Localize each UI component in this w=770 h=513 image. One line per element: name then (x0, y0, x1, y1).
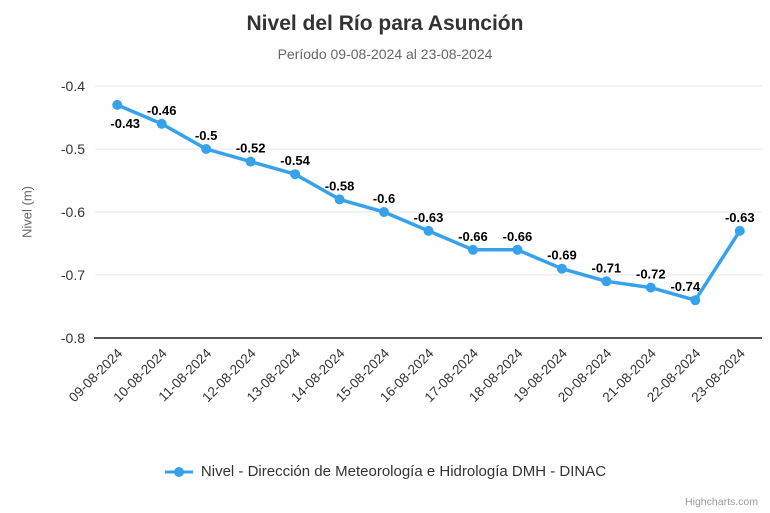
chart-title: Nivel del Río para Asunción (246, 12, 524, 35)
data-point-label: -0.72 (636, 267, 666, 282)
data-point-marker[interactable] (690, 295, 701, 306)
y-axis-tick-label: -0.6 (61, 204, 85, 220)
data-point-marker[interactable] (645, 282, 656, 293)
legend-item-nivel[interactable]: Nivel - Dirección de Meteorología e Hidr… (164, 463, 606, 480)
data-point-marker[interactable] (245, 156, 256, 167)
highcharts-credits[interactable]: Highcharts.com (685, 496, 758, 508)
data-point-marker[interactable] (423, 225, 434, 236)
data-point-label: -0.63 (414, 210, 444, 225)
y-axis-tick-label: -0.8 (61, 330, 85, 346)
data-point-label: -0.43 (110, 116, 140, 131)
data-point-label: -0.66 (503, 229, 533, 244)
data-point-marker[interactable] (201, 144, 212, 154)
data-point-label: -0.52 (236, 141, 266, 156)
y-axis-tick-label: -0.4 (61, 78, 85, 94)
data-point-marker[interactable] (112, 99, 123, 110)
chart-plot-area: -0.4-0.5-0.6-0.7-0.809-08-202410-08-2024… (61, 78, 762, 405)
data-point-marker[interactable] (379, 207, 390, 217)
data-point-label: -0.54 (280, 153, 310, 168)
data-point-marker[interactable] (734, 225, 745, 236)
data-point-marker[interactable] (512, 244, 523, 255)
data-point-marker[interactable] (556, 263, 567, 274)
data-point-label: -0.74 (670, 279, 700, 294)
data-point-label: -0.71 (592, 260, 622, 275)
data-point-label: -0.6 (373, 191, 395, 206)
legend-label: Nivel - Dirección de Meteorología e Hidr… (200, 463, 607, 480)
chart-subtitle: Período 09-08-2024 al 23-08-2024 (277, 46, 493, 62)
data-point-marker[interactable] (334, 194, 345, 205)
data-point-marker[interactable] (601, 276, 612, 287)
legend-line-marker-icon (164, 466, 193, 477)
data-point-label: -0.46 (147, 103, 177, 118)
data-point-label: -0.69 (547, 248, 577, 263)
data-point-marker[interactable] (467, 244, 478, 255)
data-point-label: -0.5 (195, 128, 217, 143)
y-axis-tick-label: -0.7 (61, 267, 85, 283)
legend: Nivel - Dirección de Meteorología e Hidr… (0, 463, 770, 480)
data-point-label: -0.58 (325, 178, 355, 193)
data-point-label: -0.66 (458, 229, 488, 244)
y-axis-tick-label: -0.5 (61, 141, 85, 157)
data-point-label: -0.63 (725, 210, 755, 225)
data-point-marker[interactable] (290, 169, 301, 180)
data-point-marker[interactable] (156, 118, 167, 129)
